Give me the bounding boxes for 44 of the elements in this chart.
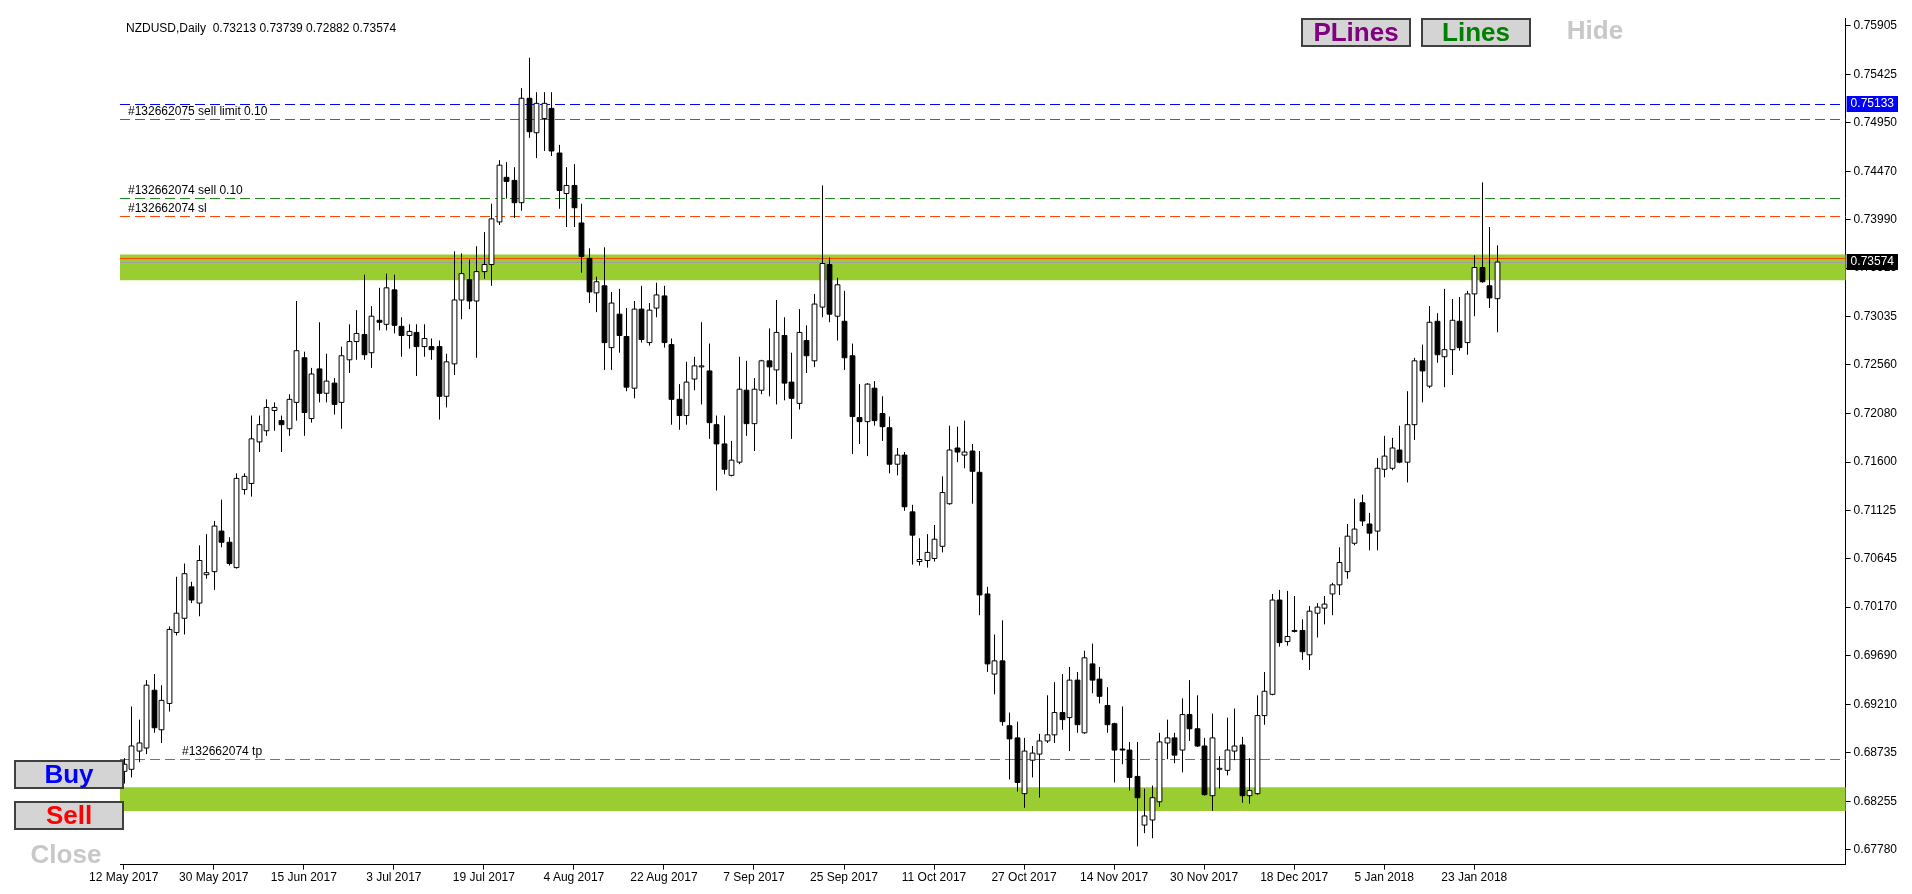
x-tick-label: 7 Sep 2017 [723, 870, 785, 885]
x-tick-label: 11 Oct 2017 [901, 870, 967, 885]
x-tick-label: 22 Aug 2017 [630, 870, 698, 885]
x-tick-label: 5 Jan 2018 [1354, 870, 1415, 885]
annotation: PLines [1301, 17, 1411, 47]
y-tick-label: 0.69210 [1853, 696, 1898, 711]
y-tick-label: 0.70170 [1853, 599, 1898, 614]
ref-line-label: #132662074 tp [182, 743, 263, 758]
y-tick-label: 0.74470 [1853, 163, 1898, 178]
y-tick-label: 0.69690 [1853, 648, 1898, 663]
y-tick-label: 0.67780 [1853, 841, 1898, 856]
ref-line-label: 0.75133 [1850, 96, 1895, 111]
text: Sell [14, 800, 124, 830]
y-tick-label: 0.73035 [1853, 309, 1898, 324]
ref-line-label: #132662075 sell limit 0.10 [128, 103, 268, 118]
annotation: Lines [1421, 17, 1531, 47]
chart-title: NZDUSD,Daily 0.73213 0.73739 0.72882 0.73574 [126, 20, 397, 35]
y-tick-label: 0.72560 [1853, 357, 1898, 372]
text: Buy [14, 759, 124, 789]
y-tick-label: 0.70645 [1853, 551, 1898, 566]
y-tick-label: 0.74950 [1853, 114, 1898, 129]
x-tick-label: 15 Jun 2017 [270, 870, 338, 885]
x-tick-label: 30 Nov 2017 [1170, 870, 1239, 885]
x-tick-label: 23 Jan 2018 [1441, 870, 1508, 885]
y-tick-label: 0.71600 [1853, 454, 1898, 469]
x-tick-label: 18 Dec 2017 [1260, 870, 1329, 885]
ref-line-label: #132662074 sell 0.10 [128, 182, 244, 197]
y-tick-label: 0.75905 [1853, 18, 1898, 33]
x-tick-label: 14 Nov 2017 [1080, 870, 1149, 885]
x-tick-label: 30 May 2017 [179, 870, 249, 885]
x-tick-label: 12 May 2017 [89, 870, 159, 885]
x-tick-label: 27 Oct 2017 [991, 870, 1058, 885]
y-tick-label: 0.75425 [1853, 66, 1898, 81]
y-tick-label: 0.71125 [1853, 502, 1897, 517]
x-tick-label: 25 Sep 2017 [809, 870, 879, 885]
ref-line-label: #132662074 sl [128, 200, 207, 215]
y-tick-label: 0.68735 [1853, 744, 1898, 759]
x-tick-label: 3 Jul 2017 [366, 870, 422, 885]
x-tick-label: 19 Jul 2017 [452, 870, 516, 885]
ref-line-label: 0.73574 [1850, 254, 1895, 269]
x-tick-label: 4 Aug 2017 [543, 870, 605, 885]
y-tick-label: 0.68255 [1853, 793, 1898, 808]
y-tick-label: 0.73990 [1853, 212, 1898, 227]
y-tick-label: 0.72080 [1853, 405, 1898, 420]
